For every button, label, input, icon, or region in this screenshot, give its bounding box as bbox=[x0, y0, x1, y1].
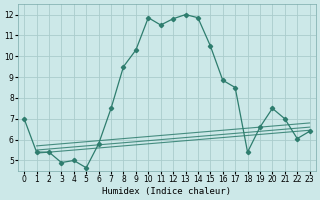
X-axis label: Humidex (Indice chaleur): Humidex (Indice chaleur) bbox=[102, 187, 231, 196]
